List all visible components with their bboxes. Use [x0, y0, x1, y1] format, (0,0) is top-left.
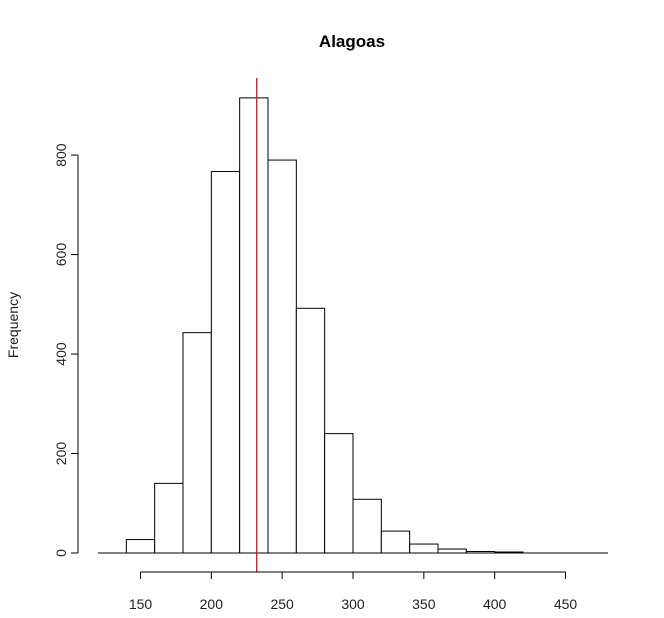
- x-tick-label: 200: [200, 596, 224, 612]
- histogram-bar: [465, 551, 496, 554]
- histogram-bar: [239, 97, 269, 554]
- x-tick-label: 250: [270, 596, 294, 612]
- y-tick-label: 800: [53, 143, 69, 167]
- histogram-bar: [295, 307, 326, 554]
- histogram-bar: [437, 548, 467, 554]
- histogram-bar: [210, 171, 241, 554]
- x-tick-label: 150: [129, 596, 153, 612]
- x-tick-label: 400: [483, 596, 507, 612]
- histogram-bars: [98, 97, 608, 554]
- histogram-bar: [267, 159, 297, 554]
- y-tick-label: 200: [53, 442, 69, 466]
- x-tick-label: 450: [554, 596, 578, 612]
- histogram-bar: [352, 498, 382, 554]
- histogram-bar: [182, 332, 212, 554]
- histogram-bar: [409, 543, 439, 554]
- y-tick-label: 400: [53, 342, 69, 366]
- histogram-bar: [324, 433, 354, 554]
- histogram-bar: [380, 530, 411, 554]
- histogram-bar: [125, 539, 156, 554]
- x-tick-label: 350: [412, 596, 436, 612]
- histogram-bar: [494, 551, 524, 554]
- histogram-bar: [154, 482, 184, 554]
- y-tick-label: 600: [53, 243, 69, 267]
- chart-title: Alagoas: [319, 32, 385, 51]
- y-axis: 0 200 400 600 800: [53, 143, 79, 557]
- x-tick-label: 300: [341, 596, 365, 612]
- y-axis-label: Frequency: [5, 292, 21, 358]
- y-tick-label: 0: [53, 549, 69, 557]
- x-axis: 150 200 250 300 350 400 450: [129, 571, 578, 612]
